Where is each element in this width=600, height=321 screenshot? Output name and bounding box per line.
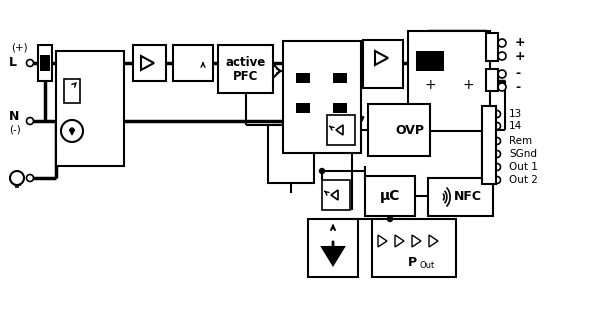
Circle shape: [493, 123, 500, 129]
Text: +: +: [515, 49, 526, 63]
FancyBboxPatch shape: [486, 69, 498, 91]
Circle shape: [320, 169, 325, 173]
Circle shape: [493, 110, 500, 117]
Text: PFC: PFC: [233, 70, 258, 82]
Polygon shape: [141, 56, 154, 70]
Text: +: +: [462, 78, 474, 92]
Text: Out 2: Out 2: [509, 175, 538, 185]
Text: 13: 13: [509, 109, 522, 119]
FancyBboxPatch shape: [327, 115, 355, 145]
Circle shape: [498, 52, 506, 60]
Circle shape: [493, 151, 500, 158]
Text: active: active: [226, 56, 266, 70]
FancyBboxPatch shape: [365, 176, 415, 216]
FancyBboxPatch shape: [322, 180, 350, 210]
FancyBboxPatch shape: [56, 51, 124, 166]
Text: μC: μC: [380, 189, 400, 203]
Circle shape: [26, 175, 34, 181]
FancyBboxPatch shape: [333, 103, 347, 113]
Circle shape: [10, 171, 24, 185]
FancyBboxPatch shape: [372, 219, 456, 277]
FancyBboxPatch shape: [296, 73, 310, 83]
Text: NFC: NFC: [454, 190, 482, 204]
FancyBboxPatch shape: [368, 104, 430, 156]
FancyBboxPatch shape: [133, 45, 166, 81]
Text: Out: Out: [419, 262, 434, 271]
FancyBboxPatch shape: [218, 45, 273, 93]
Circle shape: [493, 163, 500, 170]
Text: +: +: [515, 37, 526, 49]
FancyBboxPatch shape: [363, 40, 403, 88]
FancyBboxPatch shape: [428, 178, 493, 216]
FancyBboxPatch shape: [38, 45, 52, 81]
FancyBboxPatch shape: [408, 31, 490, 131]
Polygon shape: [429, 235, 438, 247]
Text: -: -: [515, 81, 520, 93]
Polygon shape: [336, 125, 343, 135]
FancyBboxPatch shape: [64, 79, 80, 103]
Text: L: L: [9, 56, 17, 70]
FancyBboxPatch shape: [296, 103, 310, 113]
Text: Out 1: Out 1: [509, 162, 538, 172]
Circle shape: [498, 83, 506, 91]
FancyBboxPatch shape: [333, 73, 347, 83]
FancyBboxPatch shape: [173, 45, 213, 81]
Text: +: +: [424, 78, 436, 92]
Circle shape: [493, 177, 500, 184]
Text: N: N: [9, 110, 19, 124]
Text: (-): (-): [9, 125, 21, 135]
FancyBboxPatch shape: [40, 55, 50, 71]
FancyBboxPatch shape: [308, 219, 358, 277]
Text: Rem: Rem: [509, 136, 532, 146]
Text: -: -: [515, 67, 520, 81]
FancyBboxPatch shape: [482, 106, 496, 184]
Text: P: P: [407, 256, 416, 270]
Polygon shape: [378, 235, 387, 247]
FancyBboxPatch shape: [268, 125, 314, 183]
Polygon shape: [331, 190, 338, 200]
Circle shape: [26, 59, 34, 66]
Text: SGnd: SGnd: [509, 149, 537, 159]
FancyBboxPatch shape: [486, 33, 498, 61]
Polygon shape: [395, 235, 404, 247]
Text: (+): (+): [11, 43, 28, 53]
Circle shape: [61, 120, 83, 142]
Polygon shape: [412, 235, 421, 247]
Circle shape: [70, 128, 74, 132]
Circle shape: [498, 70, 506, 78]
Circle shape: [388, 216, 392, 221]
FancyBboxPatch shape: [416, 51, 444, 71]
Text: OVP: OVP: [395, 124, 424, 136]
Circle shape: [498, 39, 506, 47]
Text: 14: 14: [509, 121, 522, 131]
Circle shape: [493, 137, 500, 144]
FancyBboxPatch shape: [283, 41, 361, 153]
Polygon shape: [375, 51, 388, 65]
Polygon shape: [322, 247, 344, 265]
Circle shape: [26, 117, 34, 125]
